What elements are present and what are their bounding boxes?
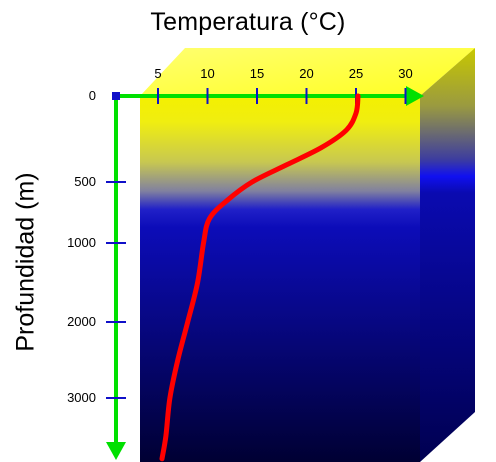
axis-origin-marker [112,92,120,100]
x-tick-label: 20 [299,66,313,81]
block-front-face [140,96,420,462]
y-tick-label: 0 [89,88,96,103]
x-tick-label: 5 [154,66,161,81]
x-tick-label: 30 [398,66,412,81]
x-tick-label: 15 [250,66,264,81]
y-tick-label: 3000 [67,390,96,405]
x-axis-arrow [406,86,424,106]
x-tick-label: 25 [349,66,363,81]
y-tick-label: 500 [74,174,96,189]
block-top-face [140,48,475,96]
y-axis-arrow [106,442,126,460]
y-tick-label: 1000 [67,235,96,250]
y-ticks: 0 500 1000 2000 3000 [67,88,126,405]
x-tick-label: 10 [200,66,214,81]
chart-title: Temperatura (°C) [150,8,346,36]
y-tick-label: 2000 [67,314,96,329]
temperature-curve [159,93,361,462]
block-side-face [420,48,475,462]
